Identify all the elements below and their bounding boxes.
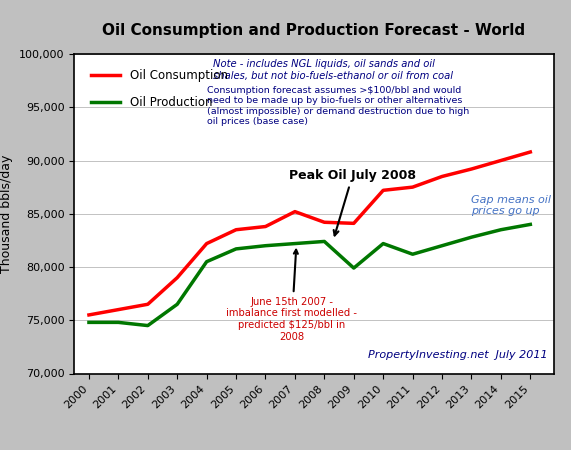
Legend: Oil Consumption, Oil Production: Oil Consumption, Oil Production xyxy=(85,63,234,115)
Y-axis label: Thousand bbls/day: Thousand bbls/day xyxy=(1,154,14,273)
Text: Oil Consumption and Production Forecast - World: Oil Consumption and Production Forecast … xyxy=(102,22,526,37)
Text: Consumption forecast assumes >$100/bbl and would
need to be made up by bio-fuels: Consumption forecast assumes >$100/bbl a… xyxy=(207,86,469,126)
Text: Peak Oil July 2008: Peak Oil July 2008 xyxy=(289,169,416,235)
Text: PropertyInvesting.net  July 2011: PropertyInvesting.net July 2011 xyxy=(368,350,548,360)
Text: June 15th 2007 -
imbalance first modelled -
predicted $125/bbl in
2008: June 15th 2007 - imbalance first modelle… xyxy=(227,250,357,342)
Text: Gap means oil
prices go up: Gap means oil prices go up xyxy=(472,194,552,216)
Text: Note - includes NGL liquids, oil sands and oil
shales, but not bio-fuels-ethanol: Note - includes NGL liquids, oil sands a… xyxy=(212,59,453,81)
